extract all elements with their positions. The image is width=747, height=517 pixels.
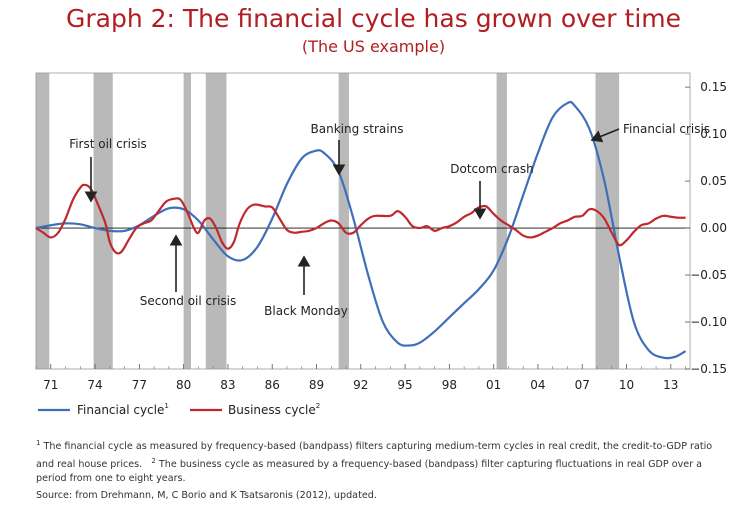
annotation-banking-strains: Banking strains xyxy=(311,122,404,136)
x-tick-label-10: 01 xyxy=(486,378,501,392)
legend: Financial cycle1 Business cycle2 xyxy=(38,402,320,417)
recession-band-0 xyxy=(36,73,50,369)
annotation-financial-crisis: Financial crisis xyxy=(623,122,710,136)
annotation-dotcom-crash: Dotcom crash xyxy=(450,162,533,176)
x-tick-label-9: 98 xyxy=(442,378,457,392)
legend-label-business-cycle: Business cycle2 xyxy=(228,402,320,417)
recession-band-4 xyxy=(338,73,349,369)
chart-subtitle: (The US example) xyxy=(301,37,446,56)
source-note: Source: from Drehmann, M, C Borio and K … xyxy=(36,490,377,501)
x-axis: 71 74 77 80 83 86 89 92 95 98 01 04 07 10 13 xyxy=(35,364,686,392)
recession-band-2 xyxy=(183,73,192,369)
x-tick-label-14: 13 xyxy=(663,378,678,392)
footnote-text-2: The business cycle as measured by a freq… xyxy=(36,459,703,485)
y-tick-label-5: −0.10 xyxy=(690,315,727,329)
series-line-financial-cycle xyxy=(35,100,687,360)
x-tick-label-5: 86 xyxy=(265,378,280,392)
footnote-mark-1: 1 xyxy=(36,439,41,447)
x-tick-label-3: 80 xyxy=(176,378,191,392)
series-layer xyxy=(35,100,687,360)
chart: 71 74 77 80 83 86 89 92 95 98 01 04 07 10 13 0.150.100… xyxy=(35,72,727,417)
x-tick-label-0: 71 xyxy=(43,378,58,392)
x-tick-label-11: 04 xyxy=(530,378,545,392)
chart-title: Graph 2: The financial cycle has grown o… xyxy=(65,4,681,33)
recession-band-1 xyxy=(93,73,113,369)
recession-bands xyxy=(36,73,620,369)
annotations: First oil crisis Second oil crisis Black M… xyxy=(69,122,710,318)
x-tick-label-4: 83 xyxy=(220,378,235,392)
footnote-mark-2: 2 xyxy=(151,457,156,466)
legend-label-financial-cycle: Financial cycle1 xyxy=(77,402,169,417)
x-tick-label-7: 92 xyxy=(353,378,368,392)
y-tick-label-2: 0.05 xyxy=(700,174,727,188)
recession-band-6 xyxy=(595,73,620,369)
x-tick-label-13: 10 xyxy=(619,378,634,392)
x-tick-label-1: 74 xyxy=(87,378,102,392)
annotation-second-oil-crisis: Second oil crisis xyxy=(140,294,237,308)
y-tick-label-1: 0.10 xyxy=(700,127,727,141)
annotation-first-oil-crisis: First oil crisis xyxy=(69,137,147,151)
footnote-text-1: The financial cycle as measured by frequ… xyxy=(36,441,713,471)
recession-band-3 xyxy=(205,73,227,369)
footnote: 1 The financial cycle as measured by fre… xyxy=(36,436,726,486)
annotation-black-monday: Black Monday xyxy=(264,304,348,318)
x-tick-label-2: 77 xyxy=(132,378,147,392)
y-axis: 0.15 0.10 0.05 0.00 −0.05 −0.10 −0.15 xyxy=(685,80,727,376)
y-tick-label-0: 0.15 xyxy=(700,80,727,94)
y-tick-label-6: −0.15 xyxy=(690,362,727,376)
x-tick-label-12: 07 xyxy=(575,378,590,392)
x-tick-label-8: 95 xyxy=(397,378,412,392)
series-line-business-cycle xyxy=(35,183,686,255)
y-tick-label-3: 0.00 xyxy=(700,221,727,235)
plot-frame xyxy=(35,72,691,370)
arrow-financial-crisis xyxy=(590,128,620,143)
x-tick-label-6: 89 xyxy=(309,378,324,392)
y-tick-label-4: −0.05 xyxy=(690,268,727,282)
